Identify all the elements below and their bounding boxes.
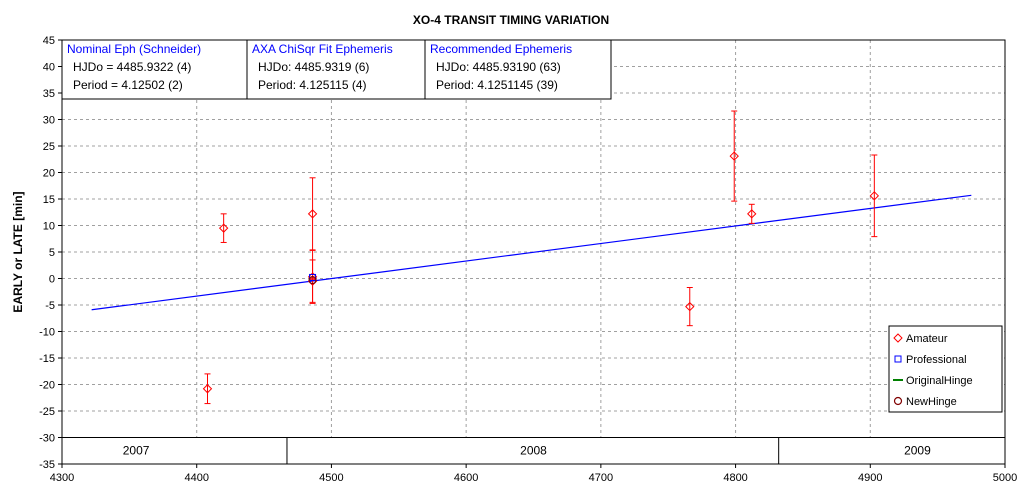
year-band-background — [62, 437, 1005, 464]
y-tick-label: -20 — [39, 380, 55, 392]
info-box-period: Period = 4.12502 (2) — [73, 78, 183, 92]
info-box-period: Period: 4.1251145 (39) — [436, 78, 558, 92]
amateur-point — [307, 209, 318, 219]
y-tick-label: 30 — [43, 115, 55, 127]
y-tick-label: 15 — [43, 194, 55, 206]
info-box — [61, 39, 248, 100]
legend-newhinge-marker — [893, 396, 903, 406]
y-tick-label: -15 — [39, 353, 55, 365]
legend-label: NewHinge — [906, 396, 957, 408]
data-points — [202, 110, 880, 405]
x-tick-label: 4900 — [858, 472, 882, 484]
legend-box — [888, 325, 1003, 413]
amateur-point — [202, 384, 213, 394]
y-tick-label: -30 — [39, 433, 55, 445]
info-box-period: Period: 4.125115 (4) — [258, 78, 367, 92]
info-box — [424, 39, 612, 100]
amateur-point — [869, 191, 880, 201]
trend-line-layer — [91, 194, 972, 311]
legend-label: Amateur — [906, 333, 948, 345]
year-band: 2007 2008 2009 — [62, 437, 1005, 464]
legend-label: OriginalHinge — [906, 375, 973, 387]
y-tick-label: 40 — [43, 62, 55, 74]
y-tick-label: 20 — [43, 168, 55, 180]
x-tick-labels: 4300 4400 4500 4600 4700 4800 4900 5000 — [50, 464, 1017, 484]
ephemeris-info-boxes: Nominal Eph (Schneider) HJDo = 4485.9322 … — [61, 39, 612, 100]
info-box-header: AXA ChiSqr Fit Ephemeris — [252, 42, 393, 56]
year-label: 2008 — [520, 444, 547, 458]
amateur-point — [218, 223, 229, 233]
year-label: 2007 — [123, 444, 150, 458]
y-tick-label: 5 — [49, 247, 55, 259]
y-tick-label: 0 — [49, 274, 55, 286]
y-tick-label: 10 — [43, 221, 55, 233]
legend-amateur-marker — [893, 333, 903, 343]
year-label: 2009 — [904, 444, 931, 458]
newhinge-point — [308, 275, 317, 285]
x-tick-label: 4600 — [454, 472, 478, 484]
amateur-point — [747, 209, 757, 219]
y-tick-label: 25 — [43, 141, 55, 153]
legend-professional-marker — [894, 355, 902, 363]
y-tick-label: -5 — [45, 300, 55, 312]
y-axis-label: EARLY or LATE [min] — [11, 191, 25, 312]
amateur-point — [729, 151, 739, 161]
x-tick-label: 4500 — [319, 472, 343, 484]
info-box-hjdo: HJDo: 4485.9319 (6) — [258, 60, 369, 74]
legend-label: Professional — [906, 354, 967, 366]
y-tick-label: -35 — [39, 459, 55, 471]
info-box-hjdo: HJDo = 4485.9322 (4) — [73, 60, 191, 74]
x-tick-label: 5000 — [993, 472, 1017, 484]
legend: Amateur Professional OriginalHinge NewHinge — [888, 325, 1003, 413]
y-tick-label: -10 — [39, 327, 55, 339]
y-tick-labels: 45 40 35 30 25 20 15 10 5 0 -5 -10 -15 -20 -25 -30 -35 — [39, 35, 62, 471]
chart-title: XO-4 TRANSIT TIMING VARIATION — [413, 13, 609, 27]
x-tick-label: 4800 — [723, 472, 747, 484]
amateur-point — [685, 301, 695, 312]
x-tick-label: 4700 — [589, 472, 613, 484]
info-box-header: Nominal Eph (Schneider) — [67, 42, 201, 56]
info-box — [246, 39, 426, 100]
info-box-header: Recommended Ephemeris — [430, 42, 572, 56]
ephemeris-trend-line — [91, 194, 972, 311]
y-tick-label: -25 — [39, 406, 55, 418]
info-box-hjdo: HJDo: 4485.93190 (63) — [436, 60, 561, 74]
y-tick-label: 45 — [43, 35, 55, 47]
x-tick-label: 4400 — [184, 472, 208, 484]
x-tick-label: 4300 — [50, 472, 74, 484]
y-tick-label: 35 — [43, 88, 55, 100]
